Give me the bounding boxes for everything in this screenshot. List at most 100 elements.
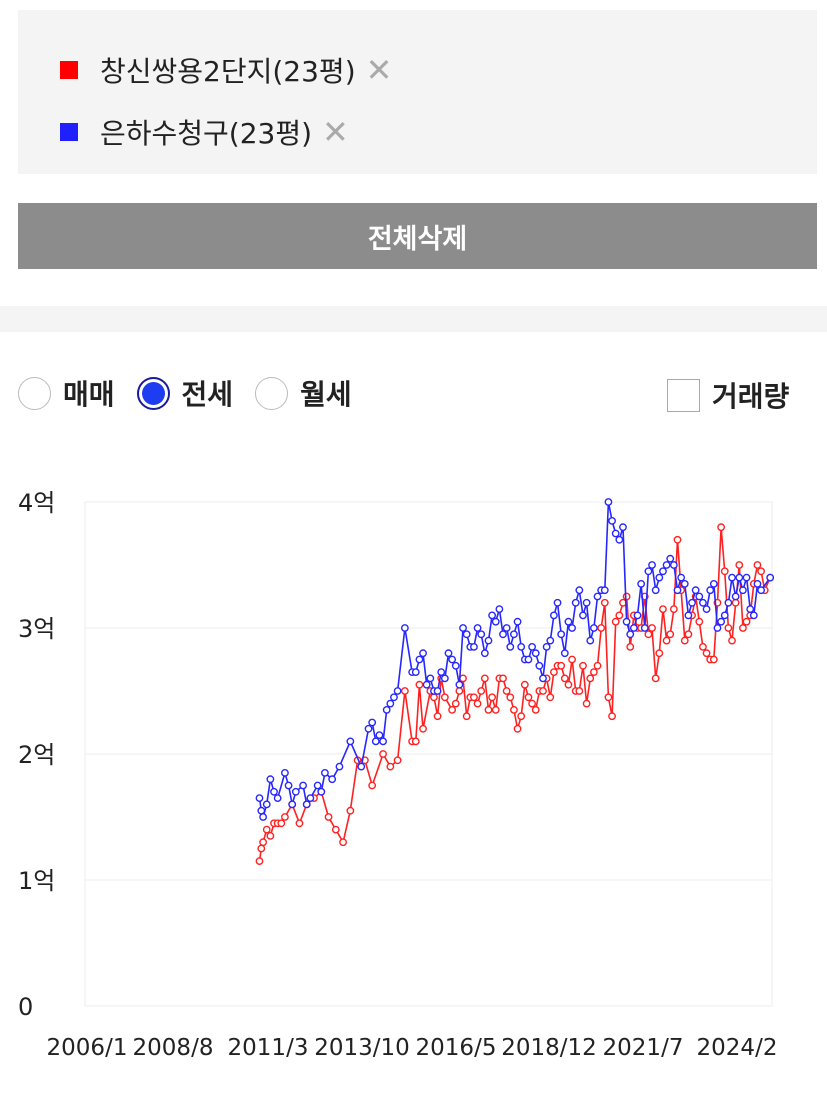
radio-sale-label: 매매 bbox=[63, 378, 115, 411]
series-1-point bbox=[669, 605, 678, 614]
series-2-point bbox=[510, 630, 518, 639]
series-2-point bbox=[306, 794, 315, 802]
radio-jeonse[interactable]: 전세 bbox=[136, 373, 234, 413]
series-2-point bbox=[684, 611, 693, 620]
series-1-point bbox=[368, 781, 377, 790]
radio-circle[interactable] bbox=[18, 376, 51, 410]
series-2-point bbox=[648, 561, 656, 569]
series-2-point bbox=[717, 617, 726, 626]
series-2-point bbox=[284, 781, 293, 790]
series-2-point bbox=[557, 630, 566, 639]
series-2-point bbox=[528, 642, 536, 651]
series-1-point bbox=[702, 649, 711, 658]
series-2-point bbox=[390, 693, 398, 702]
series-2-point bbox=[655, 573, 664, 582]
series-1-point bbox=[262, 825, 271, 834]
series-1-point bbox=[644, 630, 653, 639]
series-1-point bbox=[662, 636, 671, 645]
series-2-point bbox=[629, 624, 638, 632]
series-1-point bbox=[266, 831, 275, 840]
series-1-point bbox=[757, 567, 765, 576]
series-2-swatch bbox=[60, 123, 78, 141]
series-2-point bbox=[473, 624, 482, 632]
series-1-point bbox=[593, 661, 602, 670]
series-2-point bbox=[266, 775, 275, 784]
series-2-point bbox=[393, 687, 402, 695]
series-2-point bbox=[702, 605, 711, 614]
series-1-point bbox=[400, 687, 409, 695]
series-2-point bbox=[517, 642, 526, 651]
volume-checkbox-label: 거래량 bbox=[712, 380, 790, 413]
series-2-point bbox=[422, 680, 431, 689]
series-2-point bbox=[593, 592, 602, 601]
price-chart: 0 1억 2억 3억 4억 2006/1 2008/8 2011/3 2013/10 2016/5… bbox=[18, 489, 777, 1061]
x-tick-label: 2013/10 bbox=[314, 1035, 410, 1061]
radio-jeonse-label: 전세 bbox=[181, 378, 234, 411]
series-1-point bbox=[564, 680, 573, 689]
series-1-point bbox=[480, 674, 489, 683]
series-2-point bbox=[713, 624, 722, 632]
checkbox-box[interactable] bbox=[667, 378, 700, 412]
series-2-point bbox=[550, 611, 558, 620]
series-1-point bbox=[666, 630, 675, 639]
series-2-point bbox=[281, 768, 289, 777]
series-2-point bbox=[608, 517, 616, 525]
series-2-point bbox=[484, 636, 493, 645]
y-tick-label: 4억 bbox=[18, 489, 55, 517]
series-1-point bbox=[524, 693, 533, 702]
series-1-point bbox=[699, 642, 707, 651]
series-2-point bbox=[659, 567, 667, 576]
clear-all-button[interactable]: 전체삭제 bbox=[18, 203, 817, 269]
series-2-point bbox=[691, 586, 700, 595]
series-1-point bbox=[455, 687, 464, 695]
series-2-point bbox=[626, 630, 635, 639]
series-1-point bbox=[626, 642, 635, 651]
series-2-point bbox=[321, 768, 329, 777]
series-2-point bbox=[662, 561, 671, 569]
series-2-point bbox=[724, 598, 733, 607]
series-1-point bbox=[470, 693, 478, 702]
series-1-point bbox=[735, 561, 744, 569]
series-1-point bbox=[440, 693, 449, 702]
series-2-point bbox=[386, 699, 395, 708]
series-2-point bbox=[488, 611, 497, 620]
close-icon[interactable]: ✕ bbox=[322, 113, 349, 151]
volume-checkbox[interactable]: 거래량 bbox=[667, 375, 789, 415]
series-2-point bbox=[709, 580, 718, 588]
radio-circle-selected[interactable] bbox=[136, 376, 170, 410]
series-2-point bbox=[259, 813, 268, 821]
series-1-point bbox=[517, 712, 526, 721]
series-1-point bbox=[739, 624, 747, 632]
series-2-point bbox=[513, 617, 522, 626]
series-1-point bbox=[257, 844, 266, 853]
series-2-point bbox=[502, 624, 511, 632]
series-1-point bbox=[709, 655, 718, 664]
series-1-point bbox=[513, 724, 522, 733]
series-2-point bbox=[637, 580, 646, 588]
series-2-point bbox=[619, 523, 627, 532]
series-2-point bbox=[582, 598, 591, 607]
series-1-point bbox=[386, 762, 395, 771]
close-icon[interactable]: ✕ bbox=[365, 51, 393, 89]
series-2-point bbox=[564, 617, 573, 626]
series-2-point bbox=[470, 642, 478, 651]
series-1-point bbox=[339, 838, 347, 847]
series-1-point bbox=[622, 592, 631, 601]
series-1-point bbox=[379, 750, 387, 758]
series-2-point bbox=[553, 598, 562, 607]
radio-monthly[interactable]: 월세 bbox=[255, 373, 352, 413]
series-2-point bbox=[313, 781, 322, 790]
series-2-point bbox=[257, 806, 266, 815]
series-1-point bbox=[281, 813, 289, 821]
series-2-point bbox=[680, 580, 689, 588]
series-2-point bbox=[444, 649, 453, 658]
compare-item-2: 은하수청구(23평) ✕ bbox=[60, 112, 349, 152]
radio-sale[interactable]: 매매 bbox=[18, 373, 115, 413]
series-1-point bbox=[502, 687, 511, 695]
series-1-point bbox=[477, 687, 486, 695]
series-2-point bbox=[706, 586, 715, 595]
series-2-point bbox=[746, 605, 755, 614]
series-2-point bbox=[575, 586, 584, 595]
series-1-point bbox=[589, 668, 598, 677]
radio-circle[interactable] bbox=[255, 376, 289, 410]
